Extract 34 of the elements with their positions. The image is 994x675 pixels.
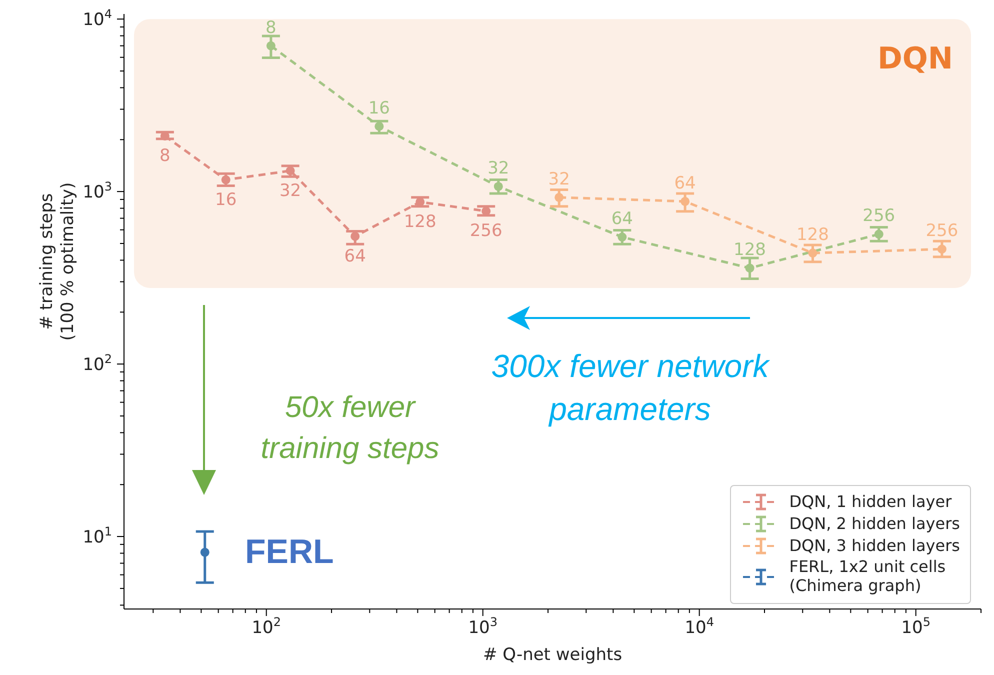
annotation: 32 [548,169,570,190]
annotation: 32 [488,158,510,178]
legend-label: DQN, 2 hidden layers [789,514,960,534]
annotation: 16 [368,98,390,118]
legend-label: DQN, 1 hidden layer [789,492,952,512]
legend-label: DQN, 3 hidden layers [789,536,960,556]
annotation: 256 [862,206,896,226]
annotation: 128 [796,225,829,246]
annotation: 256 [926,221,958,242]
y-axis-title: # training steps (100 % optimality) [37,182,78,341]
annotation: FERL [245,532,335,573]
y-tick-label: 10$^{1}$ [82,524,112,548]
annotation: 32 [279,180,302,201]
annotation: 128 [404,212,436,232]
band-label: DQN [877,41,953,76]
annotation: 16 [215,190,237,210]
x-tick-label: 10$^{2}$ [252,615,281,638]
annotation: 8 [266,18,276,38]
x-tick-label: 10$^{5}$ [901,615,930,638]
x-tick-label: 10$^{4}$ [684,615,714,638]
annotation: 128 [734,240,766,260]
x-tick-label: 10$^{3}$ [468,615,498,638]
annotation: 50x fewer training steps [260,390,440,466]
annotation: 64 [611,209,633,230]
annotation: 300x fewer network parameters [490,347,771,430]
legend-label: FERL, 1x2 unit cells (Chimera graph) [789,557,946,595]
annotation: 64 [344,246,366,266]
annotation: 8 [160,146,170,166]
y-tick-label: 10$^{2}$ [82,352,112,376]
y-tick-label: 10$^{3}$ [82,180,112,203]
annotation: 64 [674,173,696,194]
y-tick-label: 10$^{4}$ [82,7,112,30]
annotation: 256 [470,221,502,242]
x-axis-title: # Q-net weights [482,645,622,665]
